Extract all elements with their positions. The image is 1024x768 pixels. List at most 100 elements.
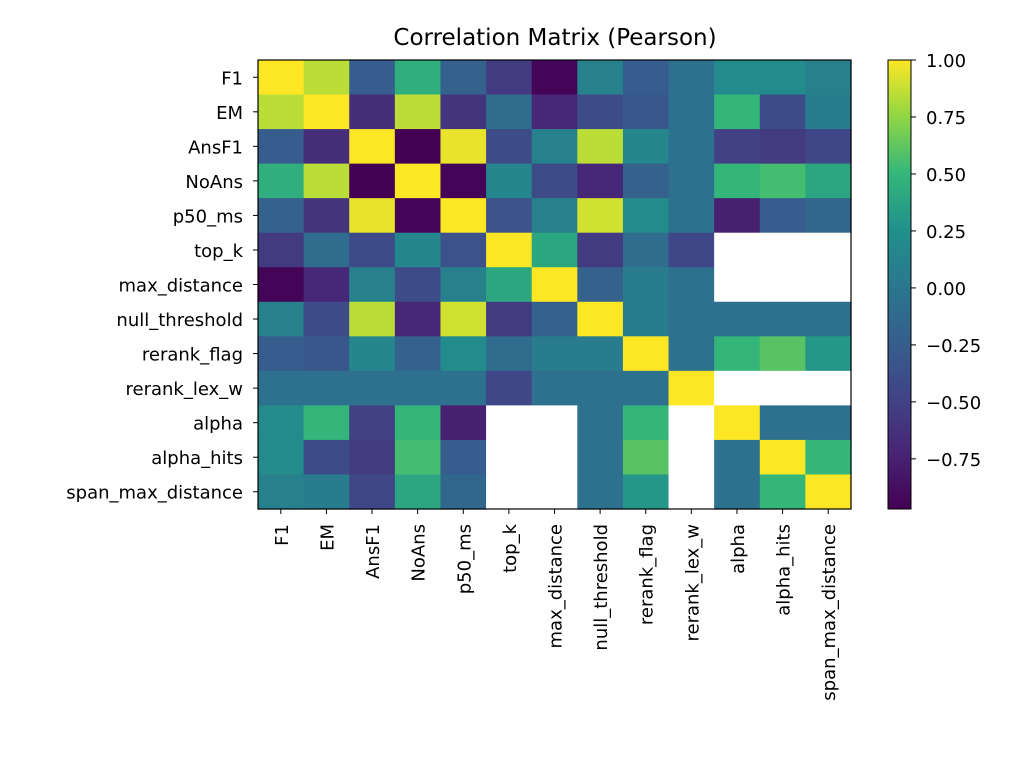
heatmap-cell-alpha-max_distance: [531, 405, 578, 441]
heatmap-cell-top_k-alpha_hits: [759, 232, 806, 268]
heatmap-cell-alpha-null_threshold: [577, 405, 624, 441]
col-label-span_max_distance: span_max_distance: [819, 524, 840, 701]
heatmap-cell-F1-max_distance: [531, 60, 578, 96]
heatmap-cell-EM-p50_ms: [440, 94, 487, 130]
heatmap-cell-span_max_distance-NoAns: [394, 474, 442, 510]
heatmap-cell-max_distance-rerank_flag: [622, 267, 670, 303]
heatmap-cell-p50_ms-F1: [258, 198, 305, 234]
heatmap-cell-F1-NoAns: [394, 60, 442, 96]
heatmap-cell-span_max_distance-AnsF1: [349, 474, 396, 510]
heatmap-cell-rerank_lex_w-alpha_hits: [759, 370, 806, 406]
heatmap-cell-AnsF1-null_threshold: [577, 129, 624, 165]
heatmap-cell-p50_ms-NoAns: [394, 198, 442, 234]
row-label-max_distance: max_distance: [119, 276, 244, 297]
heatmap-cell-null_threshold-alpha_hits: [759, 301, 806, 337]
heatmap-cell-F1-p50_ms: [440, 60, 487, 96]
heatmap-cell-span_max_distance-alpha: [714, 474, 761, 510]
heatmap-cell-span_max_distance-alpha_hits: [759, 474, 806, 510]
row-label-span_max_distance: span_max_distance: [66, 483, 243, 504]
heatmap-cell-F1-span_max_distance: [805, 60, 852, 96]
colorbar-gradient: [887, 59, 912, 510]
heatmap-cell-null_threshold-p50_ms: [440, 301, 487, 337]
heatmap-cell-top_k-AnsF1: [349, 232, 396, 268]
row-label-p50_ms: p50_ms: [173, 206, 243, 227]
heatmap-cell-F1-AnsF1: [349, 60, 396, 96]
heatmap-cell-rerank_lex_w-AnsF1: [349, 370, 396, 406]
heatmap-cell-p50_ms-alpha_hits: [759, 198, 806, 234]
heatmap-cell-NoAns-EM: [303, 163, 350, 199]
heatmap-cell-span_max_distance-F1: [258, 474, 305, 510]
heatmap-cell-alpha-p50_ms: [440, 405, 487, 441]
colorbar-tick-label: −0.50: [926, 393, 981, 414]
heatmap-cell-alpha-alpha_hits: [759, 405, 806, 441]
heatmap-cell-p50_ms-top_k: [486, 198, 533, 234]
heatmap-cell-null_threshold-null_threshold: [577, 301, 624, 337]
heatmap-cell-p50_ms-p50_ms: [440, 198, 487, 234]
heatmap-cell-EM-AnsF1: [349, 94, 396, 130]
heatmap-cell-max_distance-EM: [303, 267, 350, 303]
heatmap-cell-null_threshold-max_distance: [531, 301, 578, 337]
heatmap-cell-rerank_flag-top_k: [486, 336, 533, 372]
heatmap-cell-rerank_lex_w-rerank_flag: [622, 370, 670, 406]
row-label-top_k: top_k: [194, 241, 243, 262]
heatmap-cell-max_distance-max_distance: [531, 267, 578, 303]
heatmap-cell-alpha_hits-EM: [303, 439, 350, 476]
heatmap-cell-null_threshold-AnsF1: [349, 301, 396, 337]
heatmap-cell-max_distance-p50_ms: [440, 267, 487, 303]
heatmap-cell-F1-F1: [258, 60, 305, 96]
heatmap-cell-span_max_distance-max_distance: [531, 474, 578, 510]
heatmap-cell-max_distance-alpha_hits: [759, 267, 806, 303]
heatmap-cell-max_distance-top_k: [486, 267, 533, 303]
heatmap-cell-EM-null_threshold: [577, 94, 624, 130]
heatmap-cell-NoAns-AnsF1: [349, 163, 396, 199]
col-label-top_k: top_k: [500, 523, 521, 572]
heatmap-cell-EM-NoAns: [394, 94, 442, 130]
heatmap-cell-alpha_hits-F1: [258, 439, 305, 476]
col-label-F1: F1: [272, 524, 293, 546]
heatmap-cell-max_distance-null_threshold: [577, 267, 624, 303]
heatmap-cell-rerank_flag-rerank_lex_w: [668, 336, 715, 372]
heatmap-cell-NoAns-alpha_hits: [759, 163, 806, 199]
col-label-rerank_lex_w: rerank_lex_w: [682, 524, 703, 641]
heatmap-cell-top_k-rerank_flag: [622, 232, 670, 268]
col-label-alpha: alpha: [728, 524, 749, 574]
heatmap-cell-alpha-rerank_lex_w: [668, 405, 715, 441]
heatmap-cell-F1-rerank_lex_w: [668, 60, 715, 96]
row-label-F1: F1: [221, 68, 243, 89]
colorbar-tick-label: 0.75: [926, 108, 966, 129]
heatmap-cell-span_max_distance-span_max_distance: [805, 474, 852, 510]
heatmap-cell-top_k-p50_ms: [440, 232, 487, 268]
heatmap-cell-EM-alpha: [714, 94, 761, 130]
heatmap-cell-rerank_lex_w-NoAns: [394, 370, 442, 406]
heatmap-cell-AnsF1-EM: [303, 129, 350, 165]
col-label-EM: EM: [317, 524, 338, 551]
column-labels: F1 EM AnsF1 NoAns p50_ms top_k max_distance nul…: [272, 509, 840, 701]
heatmap-cell-EM-rerank_flag: [622, 94, 670, 130]
heatmap-cell-AnsF1-top_k: [486, 129, 533, 165]
colorbar-tick-label: 0.00: [926, 279, 966, 300]
heatmap-cell-F1-null_threshold: [577, 60, 624, 96]
heatmap-cell-max_distance-NoAns: [394, 267, 442, 303]
heatmap-cell-NoAns-F1: [258, 163, 305, 199]
heatmap-cell-alpha_hits-alpha_hits: [759, 439, 806, 476]
row-label-rerank_lex_w: rerank_lex_w: [126, 379, 243, 400]
row-label-NoAns: NoAns: [185, 172, 243, 193]
col-label-max_distance: max_distance: [546, 524, 567, 649]
heatmap-cell-alpha-EM: [303, 405, 350, 441]
heatmap-cell-F1-alpha_hits: [759, 60, 806, 96]
colorbar-tick-label: −0.75: [926, 450, 981, 471]
heatmap-cell-top_k-null_threshold: [577, 232, 624, 268]
colorbar-tick-label: 0.50: [926, 165, 966, 186]
heatmap-cell-NoAns-max_distance: [531, 163, 578, 199]
heatmap-cell-alpha_hits-rerank_flag: [622, 439, 670, 476]
heatmap-cell-rerank_flag-F1: [258, 336, 305, 372]
heatmap-cell-NoAns-span_max_distance: [805, 163, 852, 199]
heatmap-cell-AnsF1-alpha_hits: [759, 129, 806, 165]
heatmap-cell-rerank_flag-null_threshold: [577, 336, 624, 372]
row-label-null_threshold: null_threshold: [116, 310, 243, 331]
heatmap-cell-rerank_lex_w-alpha: [714, 370, 761, 406]
heatmap-cell-alpha_hits-rerank_lex_w: [668, 439, 715, 476]
heatmap-cell-AnsF1-rerank_lex_w: [668, 129, 715, 165]
